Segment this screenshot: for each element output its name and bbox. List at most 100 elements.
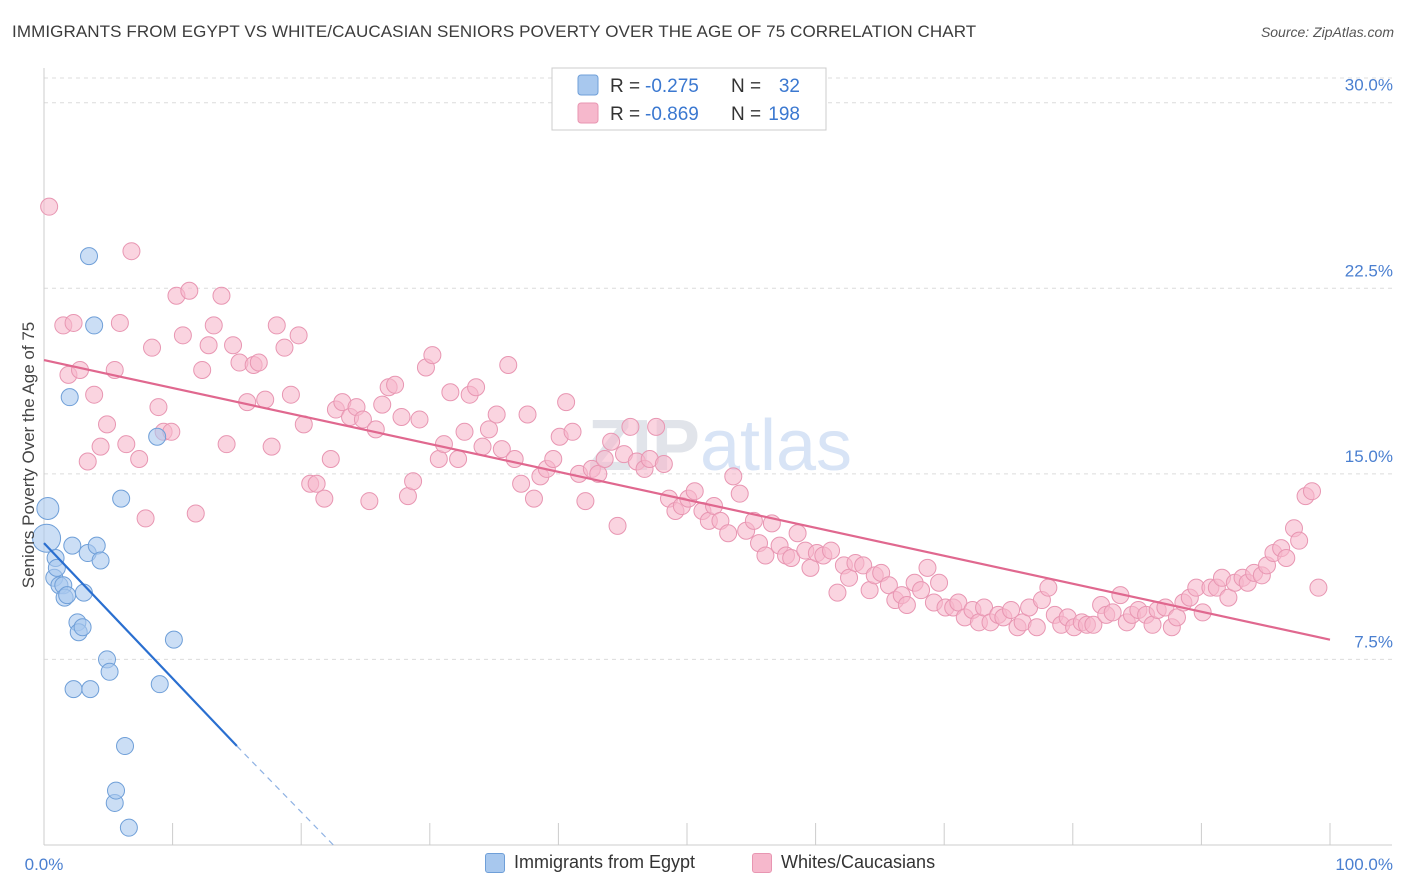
chart-title: IMMIGRANTS FROM EGYPT VS WHITE/CAUCASIAN…	[12, 22, 977, 41]
watermark-atlas: atlas	[700, 406, 852, 486]
data-point	[136, 509, 155, 528]
data-point	[505, 450, 524, 469]
stats-r-label-blue: R =	[610, 76, 640, 97]
data-point	[1309, 578, 1328, 597]
data-point	[918, 558, 937, 577]
data-point	[64, 313, 83, 332]
data-point	[1039, 578, 1058, 597]
data-point	[423, 346, 442, 365]
data-point	[828, 583, 847, 602]
data-point	[912, 581, 931, 600]
data-point	[98, 415, 117, 434]
data-point	[122, 242, 141, 261]
data-point	[143, 338, 162, 357]
data-point	[557, 393, 576, 412]
data-point	[63, 536, 82, 555]
data-point	[289, 326, 308, 345]
stats-r-value-blue: -0.275	[645, 76, 699, 97]
data-point	[455, 422, 474, 441]
data-point	[85, 316, 104, 335]
data-point	[164, 630, 183, 649]
data-point	[975, 598, 994, 617]
data-point	[487, 405, 506, 424]
series-whites-caucasians	[40, 197, 1328, 637]
data-point	[307, 474, 326, 493]
data-point	[60, 388, 79, 407]
stats-n-value-pink: 198	[768, 104, 800, 125]
data-point	[840, 568, 859, 587]
data-point	[1002, 600, 1021, 619]
trend-line-immigrants-from-egypt	[43, 542, 238, 747]
data-point	[576, 492, 595, 511]
stats-legend-swatch-pink	[577, 102, 599, 124]
data-point	[621, 417, 640, 436]
data-point	[897, 596, 916, 615]
data-point	[595, 450, 614, 469]
data-point	[1103, 603, 1122, 622]
data-point	[281, 385, 300, 404]
data-point	[78, 452, 97, 471]
data-point	[36, 497, 60, 521]
data-point	[441, 383, 460, 402]
x-tick-label: 100.0%	[1335, 855, 1393, 874]
data-point	[512, 474, 531, 493]
y-tick-label: 7.5%	[1354, 632, 1393, 651]
data-point	[1167, 608, 1186, 627]
data-point	[267, 316, 286, 335]
data-point	[782, 548, 801, 567]
stats-legend-swatch-blue	[577, 74, 599, 96]
data-point	[1084, 615, 1103, 634]
data-point	[404, 472, 423, 491]
data-point	[434, 435, 453, 454]
x-tick-label: 0.0%	[25, 855, 64, 874]
data-point	[58, 586, 77, 605]
data-point	[518, 405, 537, 424]
series-immigrants-from-egypt	[32, 247, 183, 837]
data-point	[148, 427, 167, 446]
trend-line-whites-caucasians	[43, 358, 1331, 641]
data-point	[91, 551, 110, 570]
data-point	[1290, 531, 1309, 550]
data-point	[1302, 482, 1321, 501]
data-point	[110, 313, 129, 332]
legend-label-immigrants-from-egypt: Immigrants from Egypt	[514, 852, 696, 872]
data-point	[173, 326, 192, 345]
data-point	[256, 390, 275, 409]
y-tick-label: 15.0%	[1345, 447, 1393, 466]
data-point	[788, 524, 807, 543]
data-point	[204, 316, 223, 335]
legend-item-immigrants-from-egypt[interactable]: Immigrants from Egypt	[485, 852, 695, 873]
data-point	[822, 541, 841, 560]
data-point	[879, 576, 898, 595]
legend-swatch-blue	[485, 852, 505, 873]
data-point	[64, 680, 83, 699]
y-tick-label: 30.0%	[1345, 76, 1393, 95]
data-point	[217, 435, 236, 454]
data-point	[724, 467, 743, 486]
data-point	[150, 675, 169, 694]
data-point	[186, 504, 205, 523]
data-point	[1027, 618, 1046, 637]
data-point	[479, 420, 498, 439]
data-point	[386, 375, 405, 394]
data-point	[1219, 588, 1238, 607]
bottom-legend: Immigrants from Egypt Whites/Caucasians	[0, 850, 1406, 880]
trend-lines	[43, 358, 1331, 846]
stats-r-label-pink: R =	[610, 104, 640, 125]
legend-swatch-pink	[752, 852, 772, 873]
data-point	[47, 558, 66, 577]
data-point	[116, 737, 135, 756]
data-point	[854, 556, 873, 575]
data-point	[107, 781, 126, 800]
data-point	[589, 464, 608, 483]
data-point	[353, 410, 372, 429]
data-point	[180, 281, 199, 300]
legend-item-whites-caucasians[interactable]: Whites/Caucasians	[752, 852, 935, 873]
data-point	[85, 385, 104, 404]
source-label: Source: ZipAtlas.com	[1260, 24, 1394, 40]
data-point	[199, 336, 218, 355]
data-point	[321, 450, 340, 469]
data-point	[654, 454, 673, 473]
data-point	[756, 546, 775, 565]
